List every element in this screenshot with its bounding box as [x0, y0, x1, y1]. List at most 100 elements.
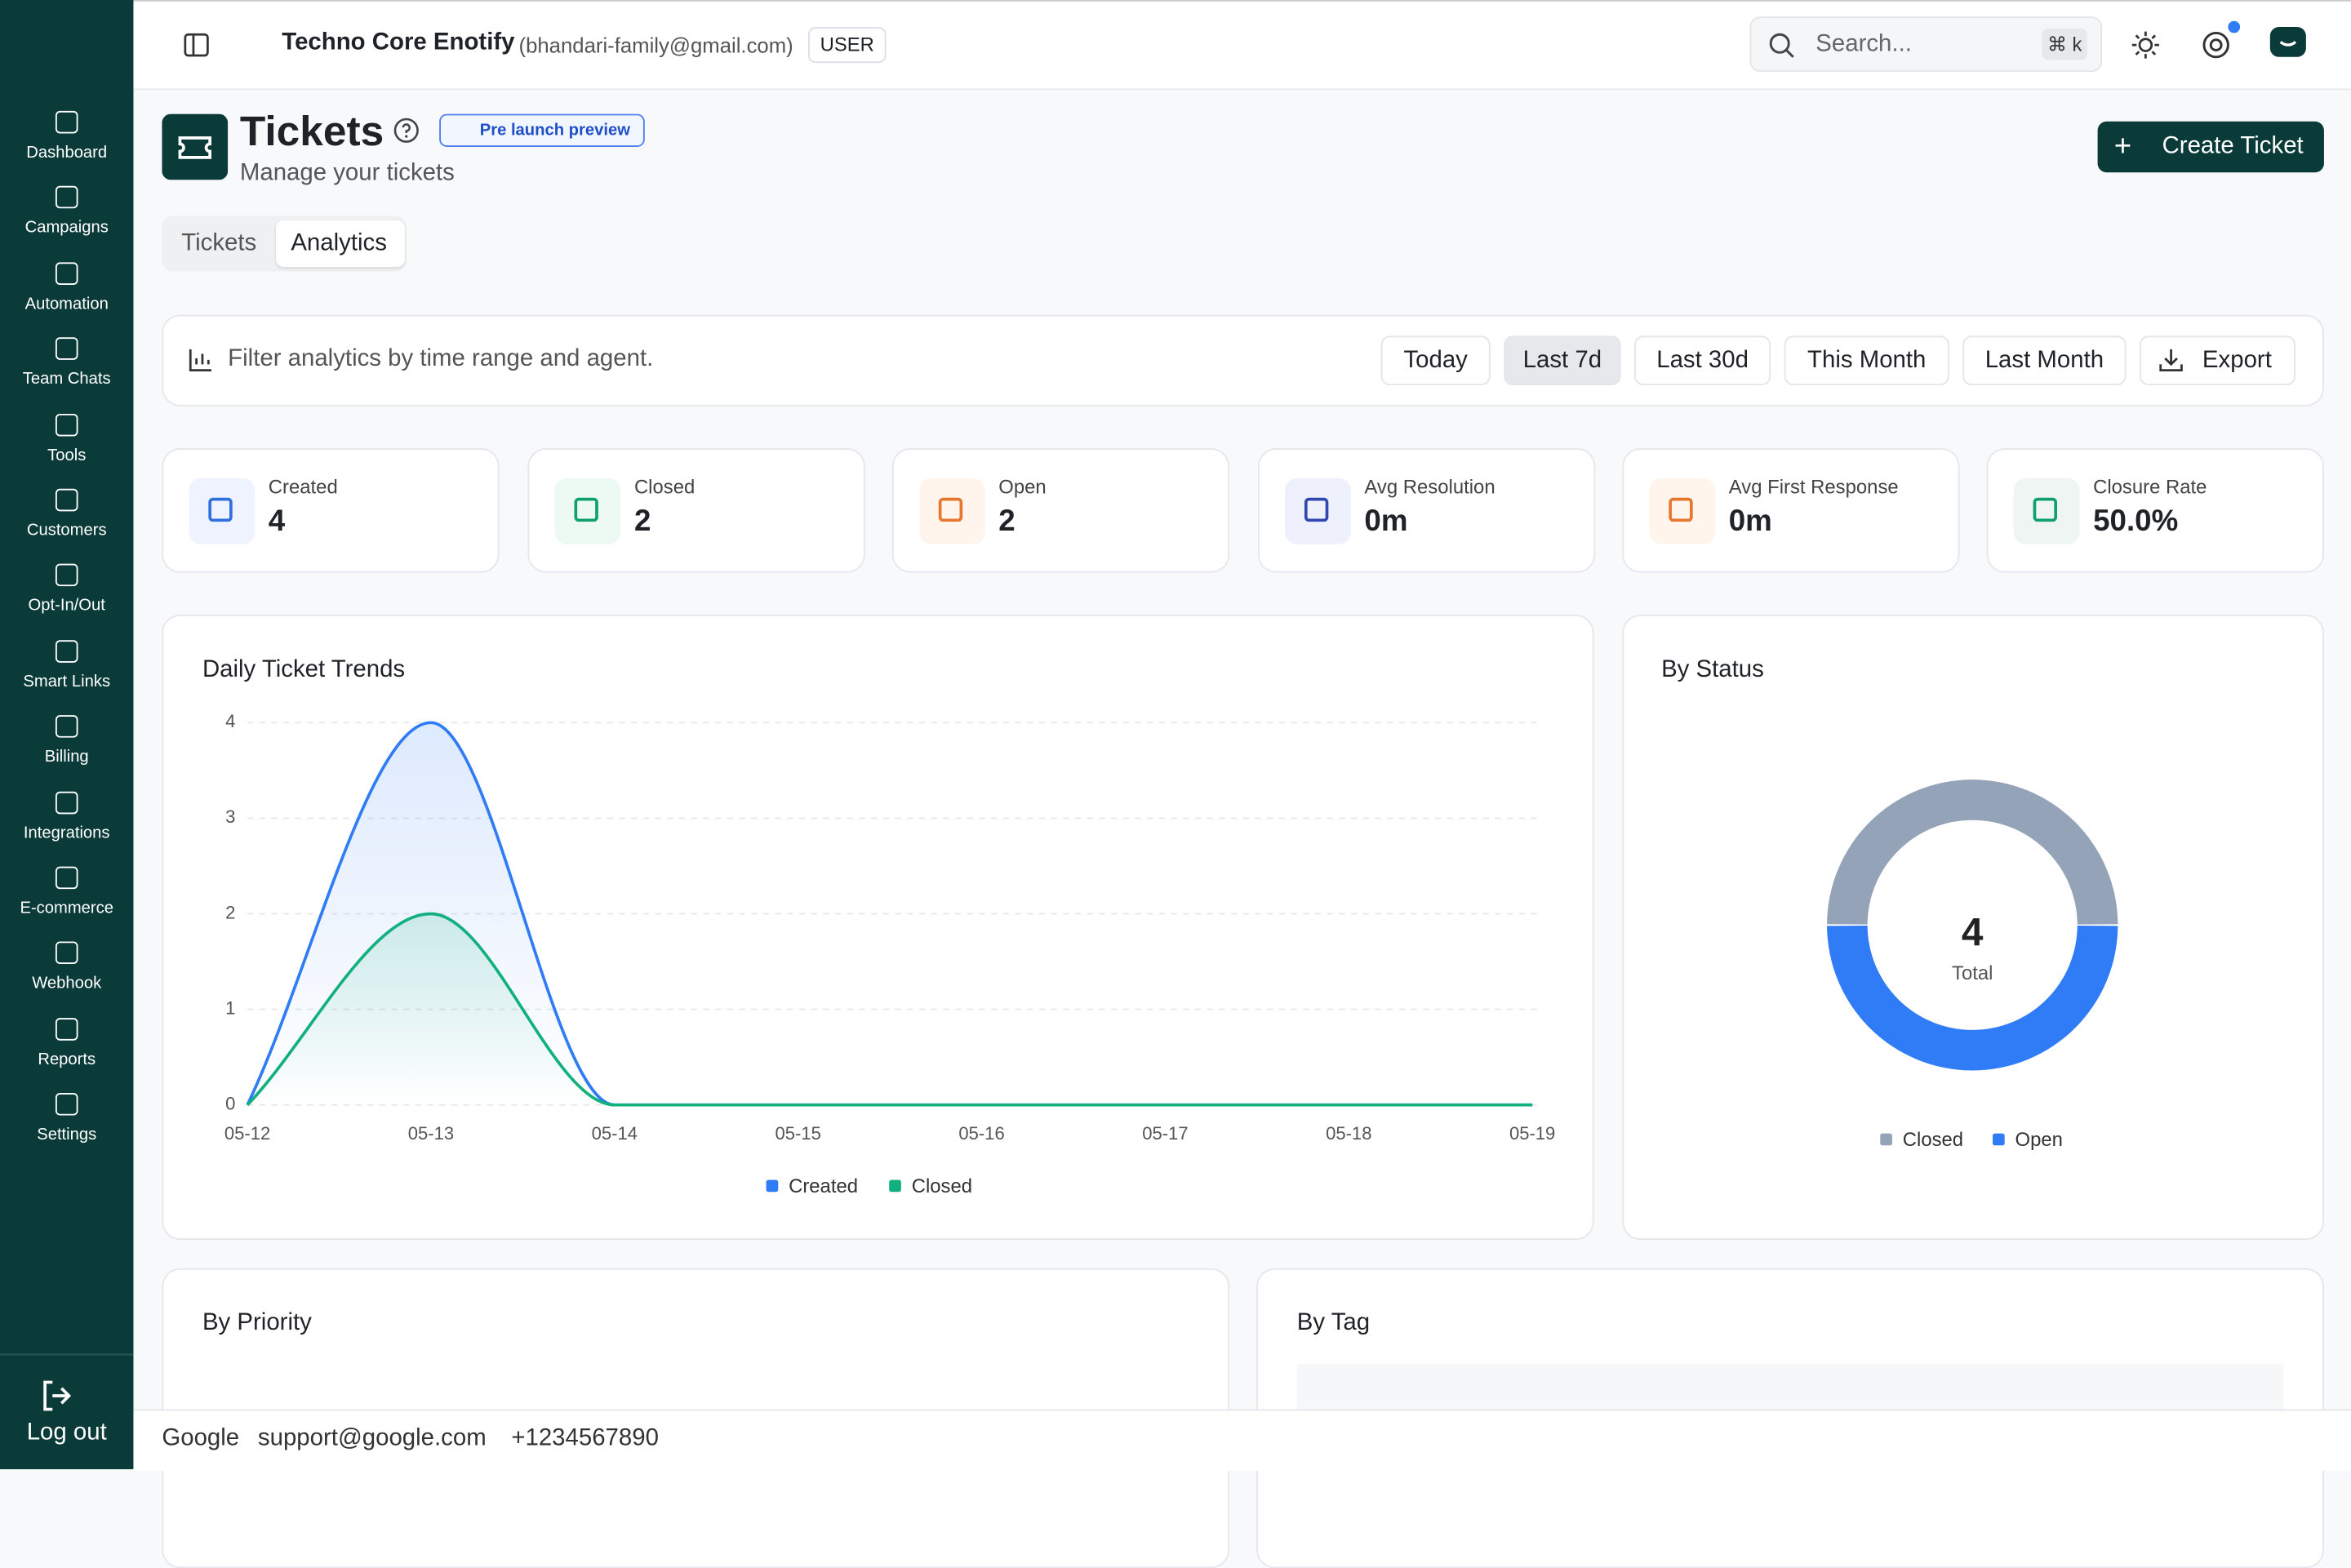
- stat-glyph: [2033, 497, 2058, 522]
- stat-glyph: [208, 497, 233, 522]
- nav-item[interactable]: Opt-In/Out: [28, 597, 105, 615]
- y-tick-label: 0: [225, 1094, 235, 1114]
- nav-item[interactable]: Team Chats: [22, 371, 111, 389]
- chart-title: Daily Ticket Trends: [202, 655, 405, 682]
- help[interactable]: [393, 117, 420, 144]
- y-tick-label: 1: [225, 997, 235, 1018]
- donut-segment: [1827, 780, 2118, 925]
- legend-label: Closed: [1903, 1129, 1963, 1151]
- nav-icon[interactable]: [55, 1093, 78, 1116]
- nav-icon[interactable]: [55, 1017, 78, 1041]
- stat-value: 0m: [1728, 504, 1772, 539]
- legend-swatch: [766, 1179, 779, 1193]
- legend-label: Created: [789, 1175, 858, 1197]
- nav-item[interactable]: Campaigns: [24, 219, 109, 238]
- stat-label: Open: [998, 475, 1047, 498]
- nav-item[interactable]: Reports: [38, 1051, 96, 1069]
- nav-item[interactable]: E-commerce: [20, 899, 113, 918]
- x-tick-label: 05-16: [958, 1123, 1004, 1144]
- footer-phone: +1234567890: [511, 1425, 659, 1451]
- area: [247, 913, 1533, 1105]
- nav-item[interactable]: Customers: [26, 522, 107, 540]
- stat-icon: [2013, 478, 2080, 544]
- charts: Daily Ticket Trends 0 1 2 3 4 05-12 05-13 05-14 0…: [202, 655, 2118, 1197]
- chart-icon: [189, 349, 211, 372]
- y-tick-label: 4: [225, 711, 235, 731]
- nav-icon[interactable]: [55, 413, 78, 436]
- search-icon: [1769, 33, 1794, 58]
- x-tick-label: 05-14: [592, 1123, 638, 1144]
- stat-icon: [1285, 478, 1351, 544]
- create-label[interactable]: Create Ticket: [2162, 133, 2304, 159]
- stat-glyph: [574, 497, 598, 522]
- legend-swatch: [1880, 1133, 1892, 1146]
- help-icon[interactable]: [2201, 20, 2242, 61]
- range-button[interactable]: Today: [1380, 335, 1491, 386]
- nav-icon[interactable]: [55, 715, 78, 739]
- panel-title: By Priority: [202, 1310, 312, 1336]
- x-tick-label: 05-17: [1142, 1123, 1188, 1144]
- nav-icon[interactable]: [55, 337, 78, 361]
- nav-item[interactable]: Integrations: [23, 824, 110, 842]
- theme-toggle[interactable]: [2131, 30, 2161, 60]
- footer-company: Google: [162, 1425, 240, 1451]
- sidebar-toggle[interactable]: [183, 32, 210, 59]
- nav-item[interactable]: Smart Links: [23, 673, 111, 691]
- create-button[interactable]: [2097, 121, 2324, 173]
- x-tick-label: 05-13: [408, 1123, 454, 1144]
- panel-title: By Tag: [1296, 1310, 1371, 1336]
- chat-avatar[interactable]: [2269, 25, 2308, 64]
- stat-icon: [1649, 478, 1716, 544]
- sidebar: [0, 0, 134, 1470]
- nav-icon[interactable]: [55, 262, 78, 285]
- tab[interactable]: Analytics: [291, 230, 387, 257]
- plus: +: [2113, 130, 2132, 164]
- stat-label: Created: [268, 475, 338, 498]
- nav-item[interactable]: Settings: [37, 1126, 97, 1144]
- nav-icon[interactable]: [55, 942, 78, 965]
- stat-icon: [554, 478, 621, 544]
- stat-label: Closure Rate: [2093, 475, 2207, 498]
- legend-swatch: [889, 1179, 901, 1193]
- nav-icon[interactable]: [55, 110, 78, 134]
- nav-item[interactable]: Dashboard: [26, 144, 108, 162]
- stat-value: 0m: [1364, 504, 1408, 539]
- stat-value: 50.0%: [2093, 504, 2179, 539]
- stat-value: 4: [268, 504, 286, 539]
- nav-icon[interactable]: [55, 791, 78, 814]
- range-button[interactable]: Last 7d: [1504, 335, 1621, 386]
- stat-label: Closed: [633, 475, 696, 498]
- line: [246, 912, 1533, 1107]
- y-tick-label: 2: [225, 902, 235, 922]
- export-button[interactable]: Export: [2140, 335, 2296, 386]
- legend-swatch: [1993, 1133, 2005, 1146]
- nav-item[interactable]: Webhook: [32, 975, 102, 993]
- logout-icon[interactable]: [39, 1378, 75, 1414]
- stat-glyph: [938, 497, 963, 522]
- export-icon: [2159, 349, 2183, 372]
- x-tick-label: 05-15: [775, 1123, 820, 1144]
- nav-icon[interactable]: [55, 639, 78, 663]
- tab-active-bg: [275, 220, 405, 267]
- footer-email: support@google.com: [257, 1425, 487, 1451]
- tab[interactable]: Tickets: [181, 230, 257, 257]
- x-tick-label: 05-18: [1326, 1123, 1371, 1144]
- range-button[interactable]: Last 30d: [1634, 335, 1771, 386]
- nav-icon[interactable]: [55, 186, 78, 210]
- nav-item[interactable]: Automation: [24, 295, 109, 313]
- center-label: Total: [1952, 962, 1993, 984]
- nav-icon[interactable]: [55, 488, 78, 512]
- legend-label: Open: [2015, 1129, 2063, 1151]
- donut-segment: [1827, 926, 2118, 1071]
- nav-icon[interactable]: [55, 564, 78, 587]
- chart-title: By Status: [1661, 655, 1764, 682]
- nav-item[interactable]: Billing: [44, 748, 89, 766]
- divider: [0, 1353, 134, 1356]
- preview-badge: Pre launch preview: [439, 113, 645, 148]
- logout[interactable]: Log out: [26, 1419, 107, 1446]
- nav-icon[interactable]: [55, 866, 78, 890]
- nav-item[interactable]: Tools: [47, 446, 87, 464]
- range-button[interactable]: This Month: [1784, 335, 1949, 386]
- range-button[interactable]: Last Month: [1962, 335, 2127, 386]
